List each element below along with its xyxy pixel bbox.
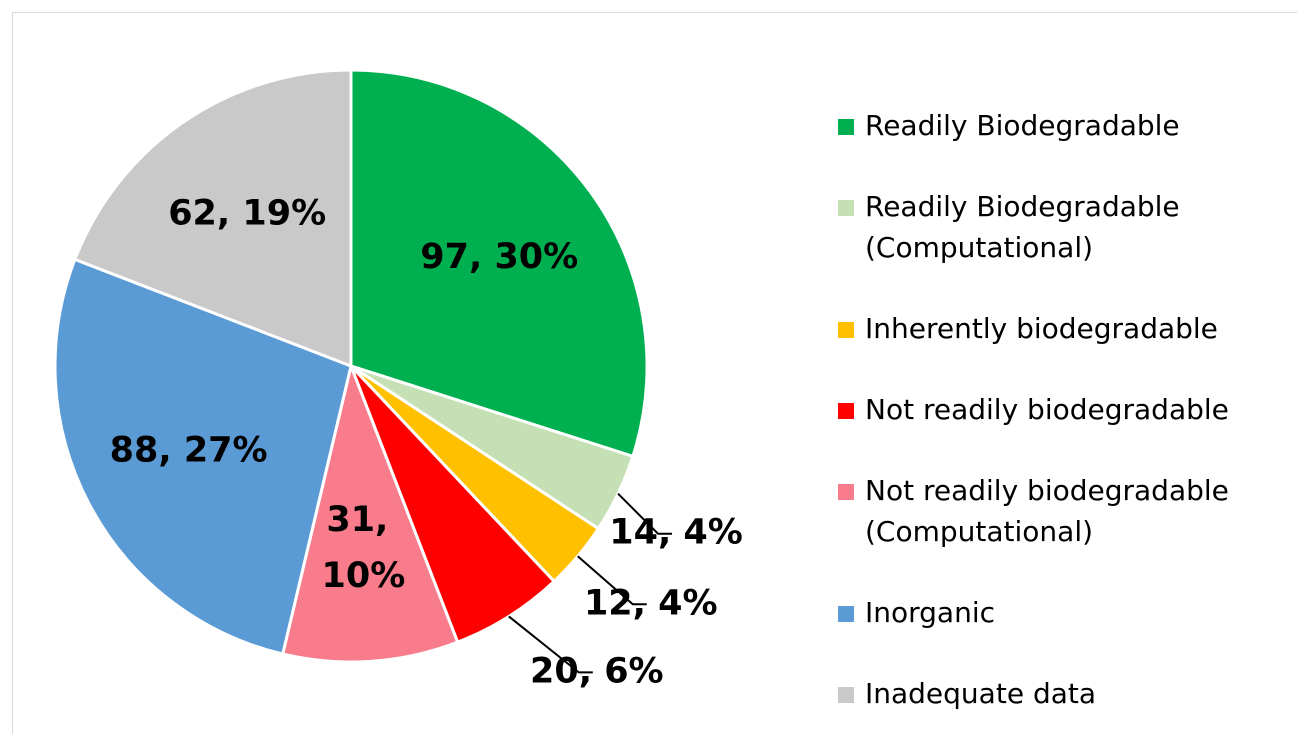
legend-label: Inorganic: [865, 596, 995, 629]
data-label: 62, 19%: [168, 194, 326, 234]
legend-swatch: [838, 322, 854, 338]
legend-swatch: [838, 200, 854, 216]
data-label: 20, 6%: [530, 651, 664, 691]
leader-line: [508, 615, 593, 674]
legend-label: Inadequate data: [865, 677, 1096, 710]
data-label: 12, 4%: [584, 583, 718, 623]
legend-swatch: [838, 687, 854, 703]
pie-slice: [53, 257, 353, 656]
data-label: 97, 30%: [420, 237, 578, 277]
leader-line: [617, 492, 673, 535]
legend-label: Readily Biodegradable (Computational): [865, 190, 1189, 264]
leader-line: [577, 555, 647, 606]
legend-label: Not readily biodegradable: [865, 393, 1229, 426]
pie-slice: [280, 360, 460, 664]
legend-swatch: [838, 484, 854, 500]
legend-label: Not readily biodegradable (Computational…: [865, 474, 1238, 548]
legend-label: Readily Biodegradable: [865, 109, 1180, 142]
legend-swatch: [838, 119, 854, 135]
pie-slice: [349, 68, 649, 459]
pie-slice: [349, 364, 557, 645]
data-label: 31, 10%: [322, 500, 406, 596]
data-label: 14, 4%: [609, 513, 743, 553]
legend-swatch: [838, 403, 854, 419]
data-label: 88, 27%: [110, 431, 268, 471]
legend-label: Inherently biodegradable: [865, 312, 1218, 345]
pie-slice: [72, 68, 353, 369]
legend-swatch: [838, 606, 854, 622]
